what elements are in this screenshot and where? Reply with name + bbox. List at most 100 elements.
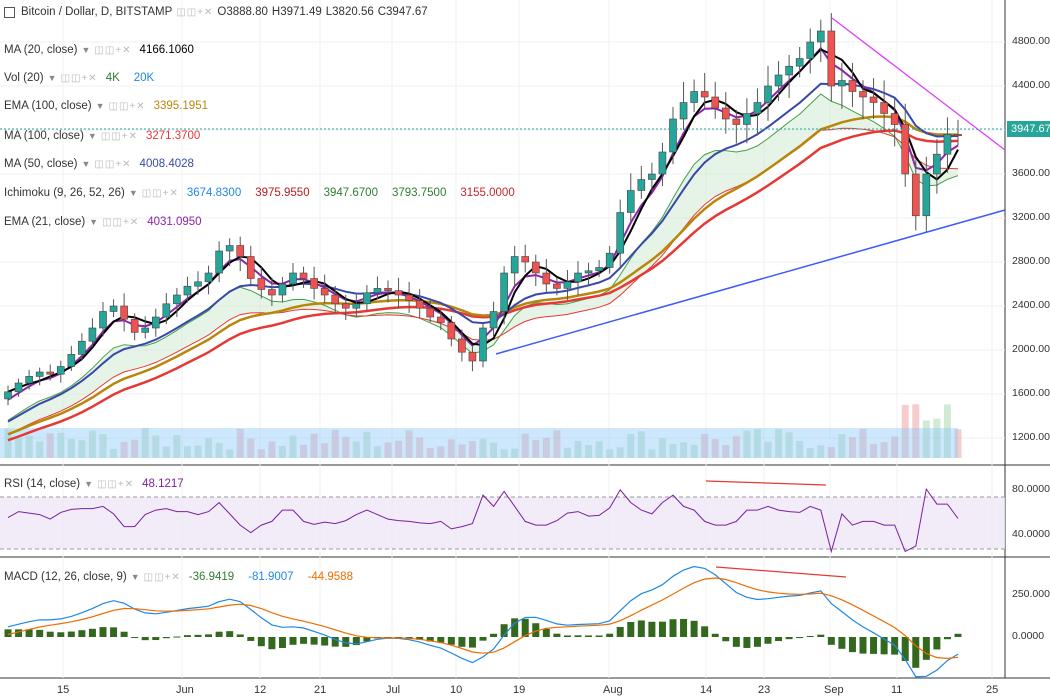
chevron-down-icon[interactable]: ▼ [81,45,91,55]
candle[interactable] [225,245,234,252]
candle[interactable] [25,376,33,384]
rsi-divergence-line[interactable] [705,480,827,486]
macd-pane[interactable] [0,559,1005,677]
candle[interactable] [848,80,857,92]
candle[interactable] [880,102,888,114]
chevron-down-icon[interactable]: ▼ [130,572,140,582]
candle[interactable] [605,252,614,268]
settings-icons[interactable]: ◫◫+✕ [60,72,98,84]
candle[interactable] [542,272,551,285]
settings-icons[interactable]: ◫◫+✕ [102,216,140,228]
candle[interactable] [743,113,751,125]
settings-icons[interactable]: ◫◫+✕ [176,6,214,18]
candle[interactable] [869,96,878,103]
candle[interactable] [700,91,709,98]
candle[interactable] [352,303,361,309]
candle[interactable] [447,322,456,340]
candle[interactable] [246,256,255,279]
candle[interactable] [331,294,340,305]
candle[interactable] [289,272,297,285]
candle[interactable] [795,58,804,67]
candle[interactable] [510,256,519,274]
chevron-down-icon[interactable]: ▼ [95,101,105,111]
candle[interactable] [890,113,899,125]
candle[interactable] [489,311,498,329]
candle[interactable] [943,134,952,155]
candle[interactable] [415,300,424,309]
indicator-legend[interactable]: MA (50, close) ▼ ◫◫+✕ 4008.4028 [4,158,194,170]
candle[interactable] [183,285,192,296]
candle[interactable] [774,74,783,87]
candle[interactable] [141,327,150,333]
candle[interactable] [384,288,392,291]
candle[interactable] [521,256,530,263]
candle[interactable] [922,173,931,217]
candle[interactable] [458,338,466,353]
candle[interactable] [151,316,160,329]
candle[interactable] [436,316,445,323]
candle[interactable] [426,307,435,318]
indicator-legend[interactable]: Ichimoku (9, 26, 52, 26) ▼ ◫◫+✕ 3674.8300 39… [4,187,515,199]
candle[interactable] [679,102,688,120]
candle[interactable] [363,292,371,305]
settings-icons[interactable]: ◫◫+✕ [108,100,146,112]
candle[interactable] [595,267,603,272]
candle[interactable] [46,371,55,375]
settings-icons[interactable]: ◫◫+✕ [96,478,135,490]
candle[interactable] [500,272,508,312]
chevron-down-icon[interactable]: ▼ [84,479,93,489]
candle[interactable] [194,281,202,287]
candle[interactable] [299,272,308,279]
candle[interactable] [310,278,318,289]
candle[interactable] [56,366,65,375]
candle[interactable] [616,212,625,254]
indicator-legend[interactable]: EMA (100, close) ▼ ◫◫+✕ 3395.1951 [4,100,208,112]
main-pane[interactable] [0,0,1005,465]
candle[interactable] [827,30,836,87]
candle[interactable] [806,41,815,59]
candle[interactable] [109,305,118,312]
candle[interactable] [204,272,213,283]
settings-icons[interactable]: ◫◫+✕ [94,44,132,56]
indicator-legend[interactable]: EMA (21, close) ▼ ◫◫+✕ 4031.0950 [4,216,202,228]
candle[interactable] [341,303,350,309]
settings-icons[interactable]: ◫◫+✕ [143,571,181,583]
candle[interactable] [99,311,107,329]
settings-icons[interactable]: ◫◫+✕ [100,130,138,142]
candle[interactable] [816,30,825,43]
candle[interactable] [584,270,593,274]
settings-icons[interactable]: ◫◫+✕ [94,158,132,170]
candle[interactable] [753,102,762,114]
candle[interactable] [88,327,97,342]
candle[interactable] [14,382,23,393]
chevron-down-icon[interactable]: ▼ [81,159,91,169]
candle[interactable] [954,134,962,137]
candle[interactable] [721,107,730,120]
candle[interactable] [531,261,540,274]
candle[interactable] [859,91,867,98]
candle[interactable] [215,250,223,274]
candle[interactable] [690,91,698,103]
candle[interactable] [637,179,646,191]
candle[interactable] [574,272,582,283]
collapse-icon[interactable] [4,6,15,18]
candle[interactable] [933,153,941,175]
candle[interactable] [785,65,793,76]
candle[interactable] [394,290,403,296]
candle[interactable] [130,318,139,333]
chevron-down-icon[interactable]: ▼ [89,217,99,227]
candle[interactable] [711,96,720,109]
candle[interactable] [268,289,276,296]
chevron-down-icon[interactable]: ▼ [87,131,97,141]
macd-divergence-line[interactable] [715,566,847,578]
candle[interactable] [236,245,245,257]
indicator-legend[interactable]: MA (20, close) ▼ ◫◫+✕ 4166.1060 [4,44,194,56]
candle[interactable] [911,173,920,217]
candle[interactable] [405,294,413,301]
candle[interactable] [120,305,128,320]
candle[interactable] [563,281,572,289]
candle[interactable] [626,190,635,213]
candle[interactable] [764,85,772,103]
candle[interactable] [732,118,741,125]
